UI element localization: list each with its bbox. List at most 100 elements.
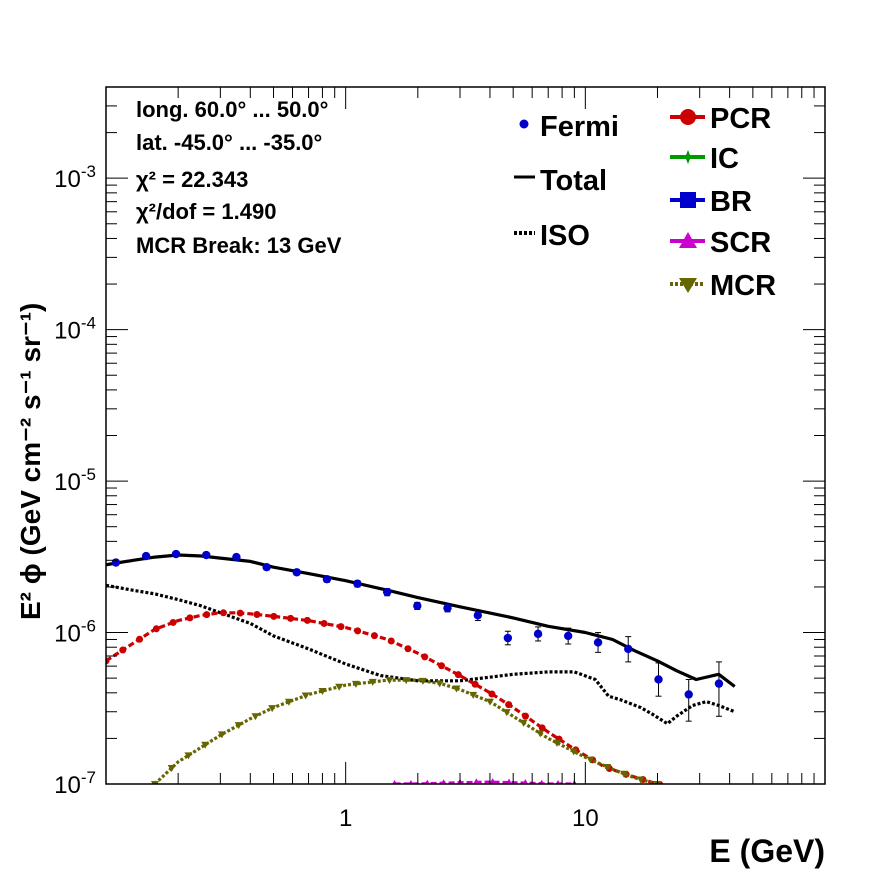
pcr-point [404,645,412,653]
mcr-point [368,678,377,686]
fermi-point [533,629,543,639]
mcr-point [385,677,394,685]
mcr-point [167,765,176,773]
pcr-point [236,609,244,617]
mcr-point [452,685,461,693]
mcr-point [234,722,243,730]
pcr-point [186,614,194,622]
mcr-point [402,677,411,685]
annotation-chi2: χ² = 22.343 [136,167,248,192]
legend-iso-label: ISO [540,220,590,252]
mcr-point [603,763,612,771]
mcr-point [435,680,444,688]
scr-point [473,778,480,784]
scr-point [505,778,513,784]
y-tick-label: 10-4 [54,314,96,345]
pcr-point [106,657,110,665]
scr-point [408,780,414,784]
legend-pcr-label: PCR [710,103,771,135]
mcr-point [318,687,327,695]
scr-point [539,779,545,784]
pcr-point [270,612,278,620]
fermi-point [382,587,392,597]
pcr-point [169,618,177,626]
pcr-point [471,680,479,688]
scr-point [522,779,529,784]
mcr-point [351,680,360,688]
fermi-point [171,549,181,559]
fermi-point [624,644,633,654]
fermi-point [353,579,362,588]
mcr-point [268,705,277,713]
legend-total-label: Total [540,165,607,197]
pcr-point [253,611,261,619]
fermi-point [503,633,513,643]
series-iso-line [106,583,736,726]
mcr-point [335,683,344,691]
fermi-point [322,575,332,584]
legend-ic-label: IC [710,143,739,175]
fermi-point [141,551,151,561]
legend-fermi-label: Fermi [540,111,619,143]
mcr-point [251,713,260,721]
fermi-point [443,603,452,613]
y-tick-label: 10-3 [54,162,96,193]
pcr-point [337,623,345,631]
mcr-point [536,730,545,738]
legend-scr-label: SCR [710,227,771,259]
mcr-point [184,752,193,760]
fermi-point [684,690,693,699]
scr-point [555,780,561,784]
scr-point [489,778,497,784]
pcr-point [136,635,144,643]
pcr-point [538,724,546,732]
series-total-line [106,553,736,688]
fermi-point [563,631,573,641]
pcr-point [320,619,328,627]
pcr-point [152,625,160,633]
mcr-point [418,677,427,685]
fermi-point [232,552,241,562]
fermi-point [292,568,301,577]
mcr-point [519,719,528,727]
fermi-point [111,558,121,567]
pcr-point [303,616,311,624]
legend-br-marker [680,192,696,208]
x-axis-label: E (GeV) [709,833,825,869]
legend-mcr-label: MCR [710,270,776,302]
mcr-point [201,741,210,749]
mcr-point [552,739,561,747]
mcr-point [301,692,310,700]
legend-scr-marker [679,232,697,248]
mcr-point [485,698,494,706]
pcr-point [421,653,429,661]
pcr-point [387,637,395,645]
pcr-point [219,609,227,617]
mcr-point [502,709,511,717]
y-tick-label: 10-5 [54,465,96,496]
legend-pcr-marker [680,109,696,125]
fermi-point [593,638,603,647]
pcr-point [505,701,513,709]
fermi-point [654,675,663,684]
legend-left: Fermi Total ISO [514,111,619,252]
annotation-chi2-dof: χ²/dof = 1.490 [136,199,276,224]
fermi-point [714,679,724,688]
mcr-point [469,691,478,699]
fermi-point [413,601,422,611]
fermi-point [262,563,271,572]
fermi-point [202,550,211,560]
pcr-point [287,614,295,622]
pcr-point [438,662,446,670]
y-tick-label: 10-7 [54,768,96,799]
pcr-point [203,611,211,619]
annotation-block: long. 60.0° ... 50.0° lat. -45.0° ... -3… [136,97,342,258]
mcr-point [636,776,645,784]
annotation-mcr-break: MCR Break: 13 GeV [136,233,342,258]
pcr-point [521,712,529,720]
y-tick-label: 10-6 [54,617,96,648]
y-axis-label: E² ϕ (GeV cm⁻² s⁻¹ sr⁻¹) [15,303,46,620]
mcr-point [569,748,578,756]
x-tick-label: 10 [572,805,599,832]
